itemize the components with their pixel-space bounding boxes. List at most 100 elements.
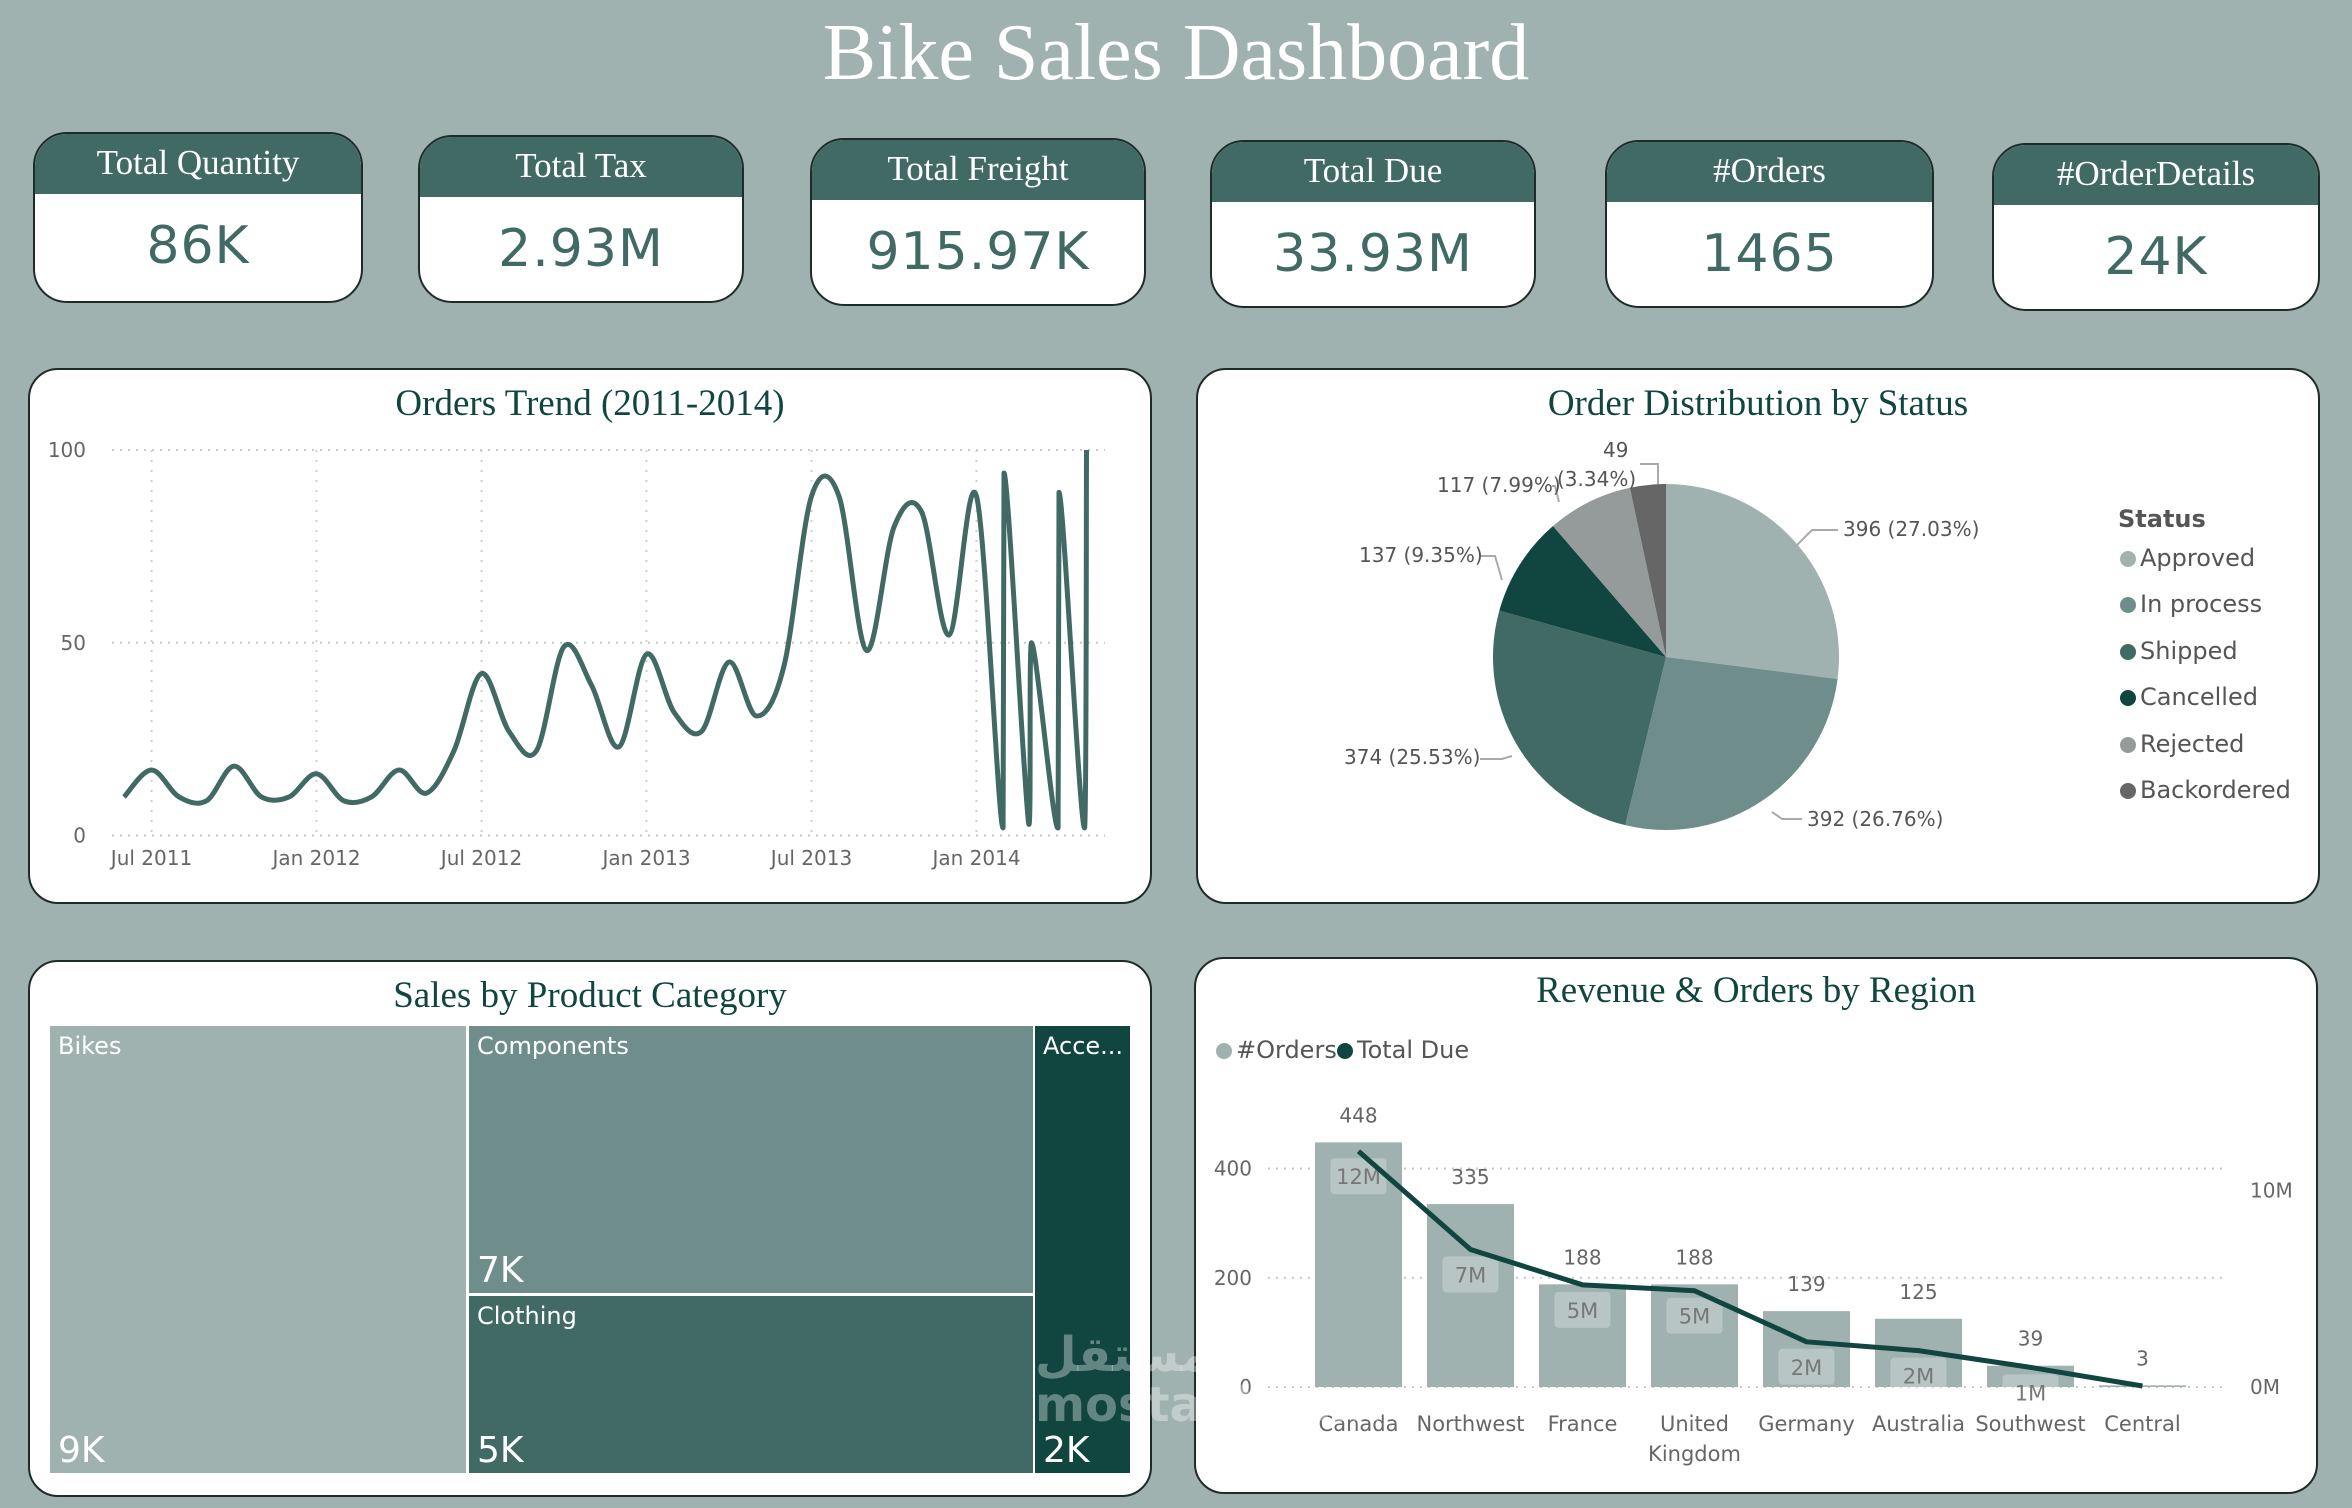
treemap-label: Clothing (477, 1302, 577, 1330)
legend-shipped[interactable]: Shipped (2120, 637, 2238, 665)
bar-data-label: 188 (1675, 1245, 1713, 1269)
treemap-label: Acce... (1043, 1032, 1124, 1060)
kpi-order-details[interactable]: #OrderDetails 24K (1992, 143, 2320, 311)
kpi-value: 1465 (1701, 224, 1838, 284)
line-data-label: 2M (1791, 1356, 1822, 1380)
y-tick-label: 0 (73, 824, 86, 848)
line-label-bg (1554, 1291, 1611, 1328)
legend-label: Cancelled (2140, 683, 2258, 711)
kpi-value: 33.93M (1273, 224, 1473, 284)
line-data-label: 2M (1903, 1365, 1934, 1389)
line-label-bg (1890, 1357, 1947, 1394)
line-data-label: 1M (2015, 1381, 2046, 1405)
legend-dot-icon (2120, 737, 2136, 753)
legend-cancelled[interactable]: Cancelled (2120, 683, 2258, 711)
bar-data-label: 139 (1787, 1272, 1825, 1296)
product-category-title: Sales by Product Category (393, 975, 787, 1016)
legend-label: Shipped (2140, 637, 2238, 665)
x-category-label: Canada (1319, 1412, 1399, 1436)
pie-leader-line (1640, 463, 1659, 484)
kpi-total-due[interactable]: Total Due 33.93M (1210, 140, 1536, 308)
treemap-components[interactable]: Components 7K (469, 1026, 1033, 1293)
line-label-bg (2002, 1374, 2059, 1411)
pie-label-approved: 396 (27.03%) (1843, 517, 1980, 541)
treemap-accessories[interactable]: Acce... 2K (1035, 1026, 1130, 1473)
legend-dot-icon (2120, 783, 2136, 799)
pie-label-backordered-pct: (3.34%) (1557, 467, 1637, 491)
treemap-value: 2K (1043, 1430, 1090, 1471)
kpi-orders[interactable]: #Orders 1465 (1605, 140, 1934, 308)
treemap-value: 7K (477, 1250, 524, 1291)
kpi-value: 2.93M (498, 219, 664, 279)
legend-dot-icon (2120, 551, 2136, 567)
bar-germany (1763, 1311, 1850, 1387)
order-status-title: Order Distribution by Status (1547, 383, 1969, 424)
legend-backordered[interactable]: Backordered (2120, 776, 2291, 804)
legend-in-process[interactable]: In process (2120, 590, 2262, 618)
y-left-tick-label: 200 (1214, 1266, 1252, 1290)
kpi-value: 86K (146, 216, 250, 276)
pie-label-rejected: 117 (7.99%) (1437, 473, 1561, 497)
treemap-value: 5K (477, 1430, 524, 1471)
legend-approved[interactable]: Approved (2120, 544, 2255, 572)
x-tick-label: Jul 2013 (769, 846, 852, 870)
pie-slice-shipped (1493, 610, 1666, 826)
y-left-tick-label: 400 (1214, 1157, 1252, 1181)
x-category-label: United (1660, 1412, 1729, 1436)
y-tick-label: 100 (48, 438, 86, 462)
legend-orders[interactable]: #Orders (1216, 1036, 1337, 1064)
pie-slice-rejected (1552, 487, 1666, 657)
pie-leader-line (1480, 555, 1503, 581)
y-left-tick-label: 0 (1239, 1375, 1252, 1399)
legend-dot-icon (2120, 690, 2136, 706)
x-category-label: Germany (1758, 1412, 1855, 1436)
treemap-label: Bikes (58, 1032, 122, 1060)
x-tick-label: Jan 2013 (600, 846, 690, 870)
pie-leader-line (1796, 529, 1838, 546)
kpi-label: Total Freight (812, 140, 1144, 200)
kpi-total-quantity[interactable]: Total Quantity 86K (33, 132, 363, 303)
treemap-label: Components (477, 1032, 629, 1060)
line-label-bg (1330, 1158, 1387, 1195)
bar-data-label: 448 (1339, 1103, 1377, 1127)
x-tick-label: Jan 2014 (930, 846, 1020, 870)
bar-canada (1315, 1142, 1402, 1387)
x-tick-label: Jul 2011 (109, 846, 192, 870)
legend-dot-icon (2120, 597, 2136, 613)
legend-rejected[interactable]: Rejected (2120, 730, 2244, 758)
bar-data-label: 125 (1899, 1280, 1937, 1304)
kpi-total-freight[interactable]: Total Freight 915.97K (810, 138, 1146, 306)
legend-label: #Orders (1236, 1036, 1337, 1064)
legend-label: In process (2140, 590, 2263, 618)
pie-label-in-process: 392 (26.76%) (1807, 807, 1944, 831)
x-tick-label: Jul 2012 (439, 846, 522, 870)
treemap-clothing[interactable]: Clothing 5K (469, 1296, 1033, 1473)
line-data-label: 5M (1679, 1305, 1710, 1329)
pie-leader-line (1771, 811, 1802, 820)
line-label-bg (1442, 1256, 1499, 1293)
pie-label-backordered-value: 49 (1603, 438, 1629, 462)
orders-trend-panel[interactable]: Orders Trend (2011-2014) (28, 368, 1152, 904)
legend-label: Approved (2140, 544, 2256, 572)
x-category-label: France (1548, 1412, 1618, 1436)
line-data-label: 12M (1336, 1165, 1381, 1189)
kpi-label: Total Tax (420, 137, 742, 197)
bar-northwest (1427, 1204, 1514, 1387)
line-label-bg (1666, 1297, 1723, 1334)
pie-leader-line (1552, 485, 1560, 503)
pie-label-cancelled: 137 (9.35%) (1359, 543, 1483, 567)
legend-total-due[interactable]: Total Due (1337, 1036, 1469, 1064)
region-title: Revenue & Orders by Region (1536, 970, 1976, 1011)
line-data-label: 7M (1455, 1263, 1486, 1287)
bar-france (1539, 1284, 1626, 1387)
y-right-tick-label: 10M (2250, 1179, 2293, 1203)
treemap-value: 9K (58, 1430, 105, 1471)
kpi-total-tax[interactable]: Total Tax 2.93M (418, 135, 744, 303)
treemap-bikes[interactable]: Bikes 9K (50, 1026, 466, 1473)
kpi-label: Total Quantity (35, 134, 361, 194)
legend-dot-icon (2120, 644, 2136, 660)
line-label-bg (1778, 1348, 1835, 1385)
pie-slice-approved (1666, 484, 1839, 680)
